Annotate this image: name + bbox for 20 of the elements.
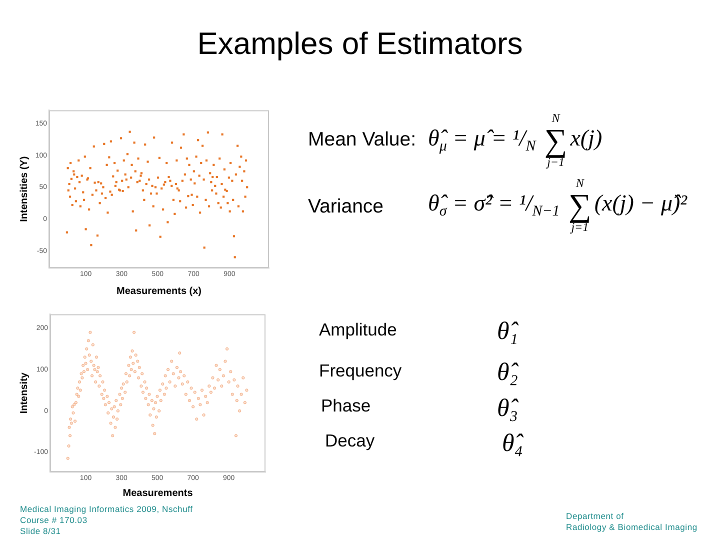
text: θ̂₃: [497, 395, 518, 423]
text: Variance: [308, 196, 384, 218]
text: θ̂₂: [497, 359, 518, 387]
x-axis-title: Measurements (x): [116, 286, 202, 297]
text: Decay: [325, 430, 375, 452]
text: Amplitude: [319, 320, 397, 340]
text: Department of: [566, 511, 624, 521]
text: Slide 8/31: [20, 526, 61, 536]
text: Radiology & Biomedical Imaging: [566, 522, 698, 532]
text: Examples of Estimators: [196, 26, 524, 62]
text: θ̂₄: [502, 430, 523, 458]
text: Phase: [321, 396, 371, 416]
text: Medical Imaging Informatics 2009, Nschuff: [20, 504, 193, 514]
y-axis-title: Intensity: [18, 372, 30, 414]
y-axis-title: Intensities (Y): [18, 156, 30, 222]
x-axis-title: Measurements: [122, 488, 194, 499]
text: Course # 170.03: [20, 515, 88, 525]
text: Mean Value:: [308, 128, 416, 152]
text: θ̂₁: [497, 318, 518, 346]
text: Frequency: [319, 360, 402, 382]
